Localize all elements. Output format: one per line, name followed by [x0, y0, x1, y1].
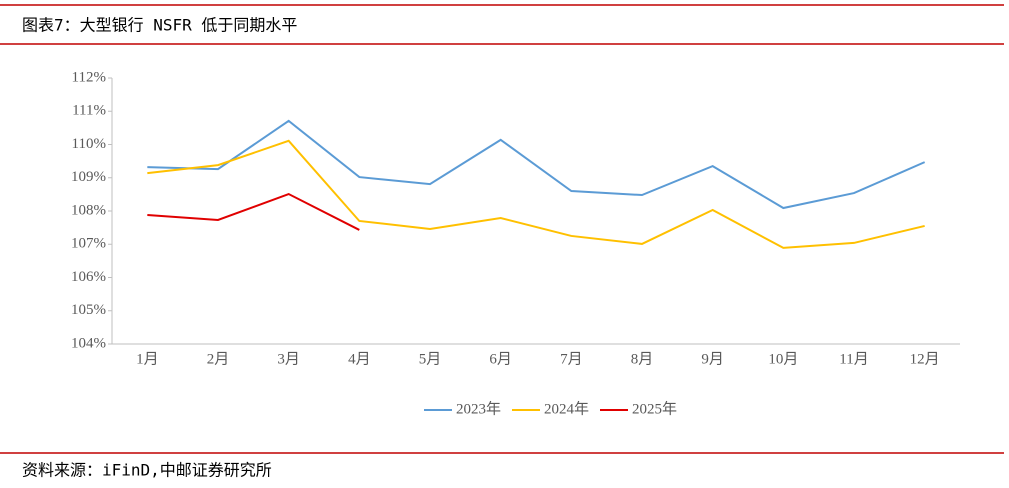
- source: 资料来源：iFinD,中邮证券研究所: [22, 461, 272, 480]
- y-tick-label: 109%: [71, 169, 106, 185]
- y-tick-label: 106%: [71, 269, 106, 285]
- y-tick-label: 108%: [71, 202, 106, 218]
- chart-title: 图表7：大型银行 NSFR 低于同期水平: [22, 16, 297, 35]
- series-line: [147, 119, 926, 210]
- x-tick-label: 11月: [839, 351, 868, 367]
- legend-label: 2023年: [456, 400, 501, 417]
- y-tick-label: 110%: [72, 136, 106, 152]
- series-line: [147, 192, 360, 231]
- x-tick-label: 12月: [910, 351, 940, 367]
- y-tick-label: 104%: [71, 335, 106, 351]
- x-tick-label: 6月: [489, 351, 512, 367]
- y-tick-label: 112%: [72, 69, 106, 85]
- x-tick-label: 3月: [277, 351, 300, 367]
- x-tick-label: 10月: [768, 351, 798, 367]
- legend-label: 2025年: [632, 400, 677, 417]
- x-tick-label: 4月: [348, 351, 371, 367]
- y-tick-label: 105%: [71, 302, 106, 318]
- series-line: [147, 139, 925, 249]
- x-tick-label: 5月: [419, 351, 442, 367]
- x-tick-label: 9月: [701, 351, 724, 367]
- y-tick-label: 107%: [71, 236, 106, 252]
- x-tick-label: 8月: [631, 351, 654, 367]
- y-tick-label: 111%: [72, 103, 106, 119]
- x-tick-label: 2月: [207, 351, 230, 367]
- x-tick-label: 1月: [136, 351, 159, 367]
- legend-label: 2024年: [544, 400, 589, 417]
- x-tick-label: 7月: [560, 351, 583, 367]
